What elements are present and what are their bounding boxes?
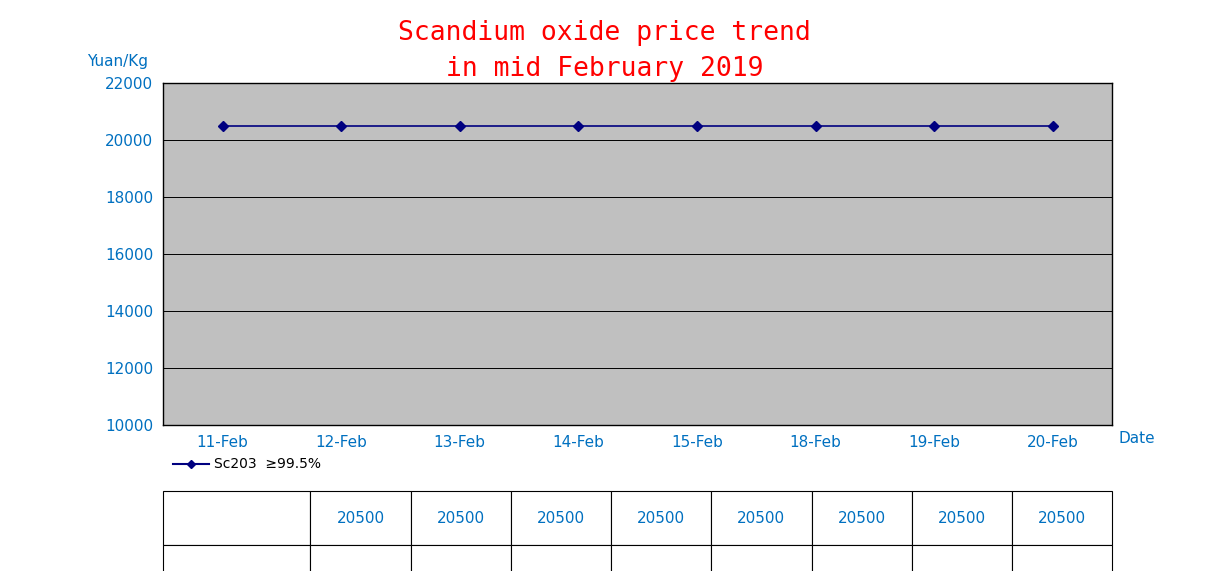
Text: 20500: 20500 [637, 510, 686, 526]
Text: Date: Date [1118, 431, 1155, 446]
Bar [811, 491, 912, 545]
Text: 20500: 20500 [537, 510, 585, 526]
Bar [311, 491, 411, 545]
Text: Yuan/Kg: Yuan/Kg [87, 54, 149, 69]
Bar [611, 491, 711, 545]
Bar [1012, 545, 1112, 571]
Text: 20500: 20500 [436, 510, 485, 526]
Text: 20500: 20500 [938, 510, 987, 526]
Bar [511, 545, 611, 571]
Bar [511, 491, 611, 545]
Bar [811, 545, 912, 571]
Text: 20500: 20500 [838, 510, 886, 526]
Bar [1012, 491, 1112, 545]
Bar [611, 545, 711, 571]
Bar [163, 491, 311, 545]
Bar [711, 491, 811, 545]
Text: 20500: 20500 [1039, 510, 1086, 526]
Text: 20500: 20500 [737, 510, 786, 526]
Text: Sc203  ≥99.5%: Sc203 ≥99.5% [214, 457, 322, 471]
Bar [411, 545, 511, 571]
Bar [912, 545, 1012, 571]
Bar [411, 491, 511, 545]
Bar [711, 545, 811, 571]
Bar [311, 545, 411, 571]
Text: Scandium oxide price trend
in mid February 2019: Scandium oxide price trend in mid Februa… [398, 20, 811, 82]
Text: 20500: 20500 [336, 510, 384, 526]
Bar [912, 491, 1012, 545]
Bar [163, 545, 311, 571]
